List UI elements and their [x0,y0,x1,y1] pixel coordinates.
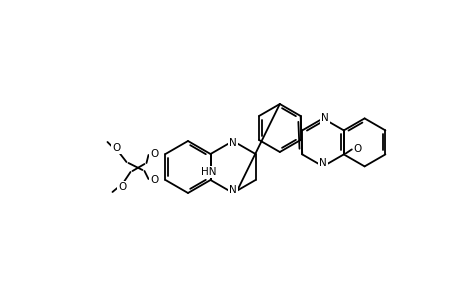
Text: HN: HN [200,167,216,177]
Text: N: N [319,158,326,168]
Text: O: O [112,143,120,153]
Text: N: N [229,138,236,148]
Text: O: O [150,149,158,159]
Text: N: N [320,113,328,123]
Text: O: O [118,182,126,192]
Text: O: O [150,175,158,185]
Text: N: N [229,185,236,195]
Text: O: O [353,144,361,154]
